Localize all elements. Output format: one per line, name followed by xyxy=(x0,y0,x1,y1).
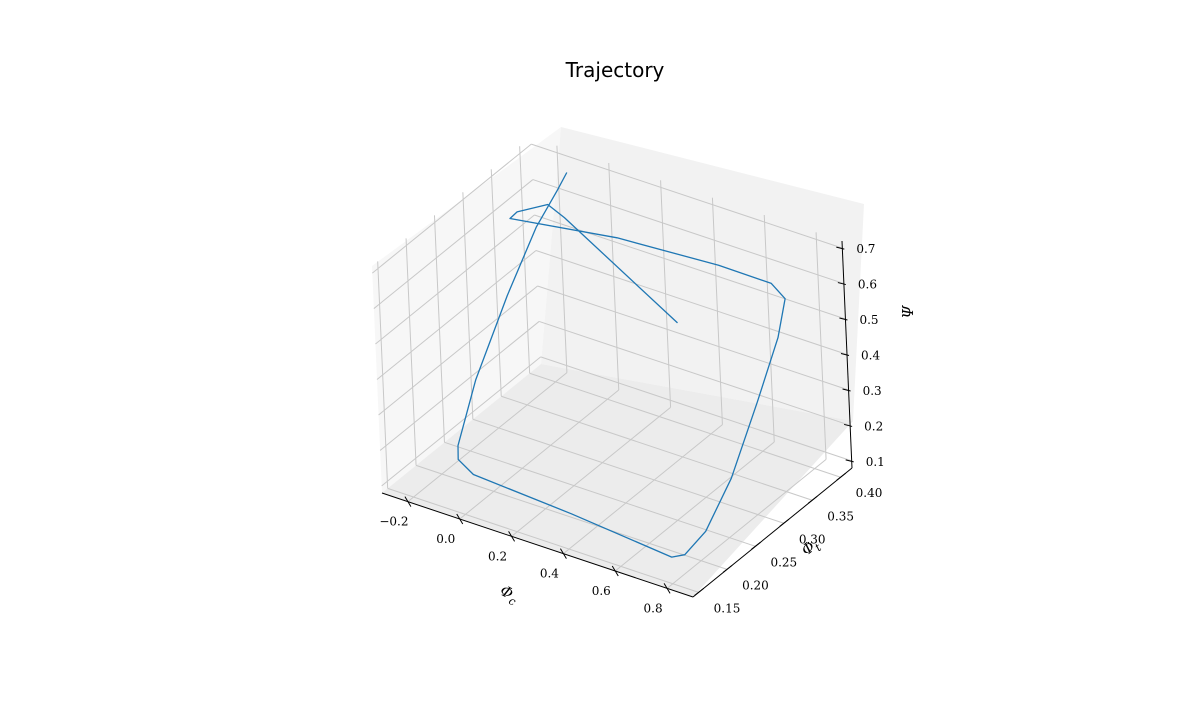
x-grid-line xyxy=(563,424,723,555)
y-grid-line xyxy=(415,464,728,570)
z-grid-line xyxy=(535,250,848,355)
grid-lines xyxy=(371,143,852,593)
z-grid-line xyxy=(371,143,532,274)
y-grid-line xyxy=(529,372,841,478)
z-tick xyxy=(836,246,845,250)
z-tick xyxy=(842,388,851,392)
z-grid-line xyxy=(537,285,849,391)
z-tick-label: 0.3 xyxy=(863,384,882,398)
z-grid-line xyxy=(538,320,851,426)
z-grid-line xyxy=(532,179,845,285)
z-grid-line xyxy=(381,356,542,487)
trajectory-line xyxy=(457,172,786,558)
z-tick-label: 0.1 xyxy=(866,455,885,469)
chart-title: Trajectory xyxy=(565,58,665,82)
z-grid-line xyxy=(378,285,538,416)
y-tick-label: 0.20 xyxy=(742,578,769,592)
y-tick-label: 0.40 xyxy=(856,486,883,500)
axis-labels: Φc Φt Ψ xyxy=(496,305,917,609)
x-grid-line xyxy=(459,389,620,520)
y-axis-line xyxy=(692,467,853,598)
x-axis-label: Φc xyxy=(496,581,522,608)
y-grid-line xyxy=(472,418,785,524)
z-grid-line xyxy=(376,250,537,380)
y-tick xyxy=(751,541,761,550)
x-grid-line xyxy=(666,458,827,589)
x-grid-line xyxy=(511,406,671,537)
z-tick-label: 0.5 xyxy=(859,313,878,327)
y-tick xyxy=(694,587,704,596)
z-grid-line xyxy=(373,179,534,309)
z-tick xyxy=(840,353,850,356)
z-tick-label: 0.6 xyxy=(858,278,877,292)
x-tick-label: 0.2 xyxy=(488,549,507,563)
y-tick xyxy=(807,495,818,504)
y-tick-label: 0.15 xyxy=(714,601,741,615)
z-tick xyxy=(837,282,846,286)
z-tick xyxy=(844,423,853,427)
z-tick-label: 0.2 xyxy=(864,419,883,433)
trajectory-series xyxy=(457,172,786,558)
x-tick xyxy=(404,496,412,507)
x-tick xyxy=(663,583,671,594)
x-tick-label: 0.0 xyxy=(436,532,455,546)
y-grid-line xyxy=(444,441,756,547)
z-axis-label: Ψ xyxy=(899,305,917,319)
z-tick xyxy=(839,317,848,321)
y-tick-label: 0.35 xyxy=(827,509,854,523)
z-tick xyxy=(845,459,854,463)
x-tick-label: −0.2 xyxy=(379,515,408,529)
z-tick-label: 0.4 xyxy=(861,349,880,363)
back-pane xyxy=(541,127,864,421)
tick-labels: −0.20.00.20.40.60.8 0.150.200.250.300.350… xyxy=(379,242,884,615)
y-tick-label: 0.25 xyxy=(770,555,797,569)
z-grid-line xyxy=(531,143,843,249)
x-tick-label: 0.6 xyxy=(592,584,611,598)
x-tick xyxy=(559,548,567,559)
z-grid-line xyxy=(375,214,535,345)
x-tick xyxy=(611,565,619,577)
z-grid-line xyxy=(379,321,540,451)
y-tick xyxy=(836,472,846,481)
x-grid-line xyxy=(407,372,568,503)
x-tick xyxy=(456,513,464,525)
y-tick xyxy=(722,564,733,573)
z-grid-line xyxy=(540,356,852,462)
y-grid-line xyxy=(387,487,699,593)
y-grid-line xyxy=(501,395,813,501)
y-tick xyxy=(779,518,790,527)
left-pane xyxy=(372,127,561,493)
z-tick-label: 0.7 xyxy=(856,242,875,256)
x-tick-label: 0.8 xyxy=(644,601,663,615)
y-tick-label: 0.30 xyxy=(799,532,826,546)
tick-marks xyxy=(404,246,854,596)
x-axis-line xyxy=(381,492,694,598)
x-tick-label: 0.4 xyxy=(540,567,559,581)
x-tick xyxy=(508,531,516,542)
x-grid-line xyxy=(614,441,775,572)
